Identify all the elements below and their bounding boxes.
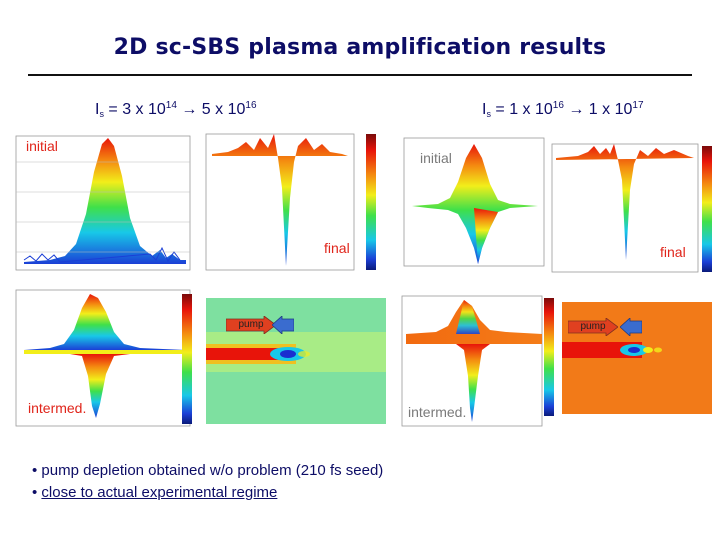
pump-label-left: pump [238,319,264,330]
seed-arrow-left [272,316,294,334]
title-underline [28,74,692,76]
bullet-list: • pump depletion obtained w/o problem (2… [32,460,383,504]
plot-left-map: pump [176,292,390,432]
seed-arrow-right [620,318,642,336]
pump-arrow-left: pump [226,316,276,334]
bullet-item: • close to actual experimental regime [32,484,278,501]
intermed-label-right: intermed. [408,404,467,420]
initial-label-right: initial [420,150,452,166]
plot-right-initial: initial [398,130,548,276]
plot-left-final: final [198,128,388,278]
left-column-header: Is = 3 x 1014 → 5 x 1016 [95,100,257,119]
final-label: final [324,240,350,256]
plot-right-map: pump [540,296,716,426]
bullet-item: • pump depletion obtained w/o problem (2… [32,462,384,479]
final-label-right: final [660,244,686,260]
slide-title: 2D sc-SBS plasma amplification results [113,35,607,60]
pump-label-right: pump [580,321,606,332]
intermed-label: intermed. [28,400,87,416]
right-column-header: Is = 1 x 1016 → 1 x 1017 [482,100,644,119]
plot-right-final: final [548,140,720,280]
initial-label: initial [26,138,58,154]
plot-left-initial: initial [10,132,196,278]
plot-left-intermed: intermed. [10,286,196,432]
plot-right-intermed: intermed. [396,290,550,436]
pump-arrow-right: pump [568,318,618,336]
